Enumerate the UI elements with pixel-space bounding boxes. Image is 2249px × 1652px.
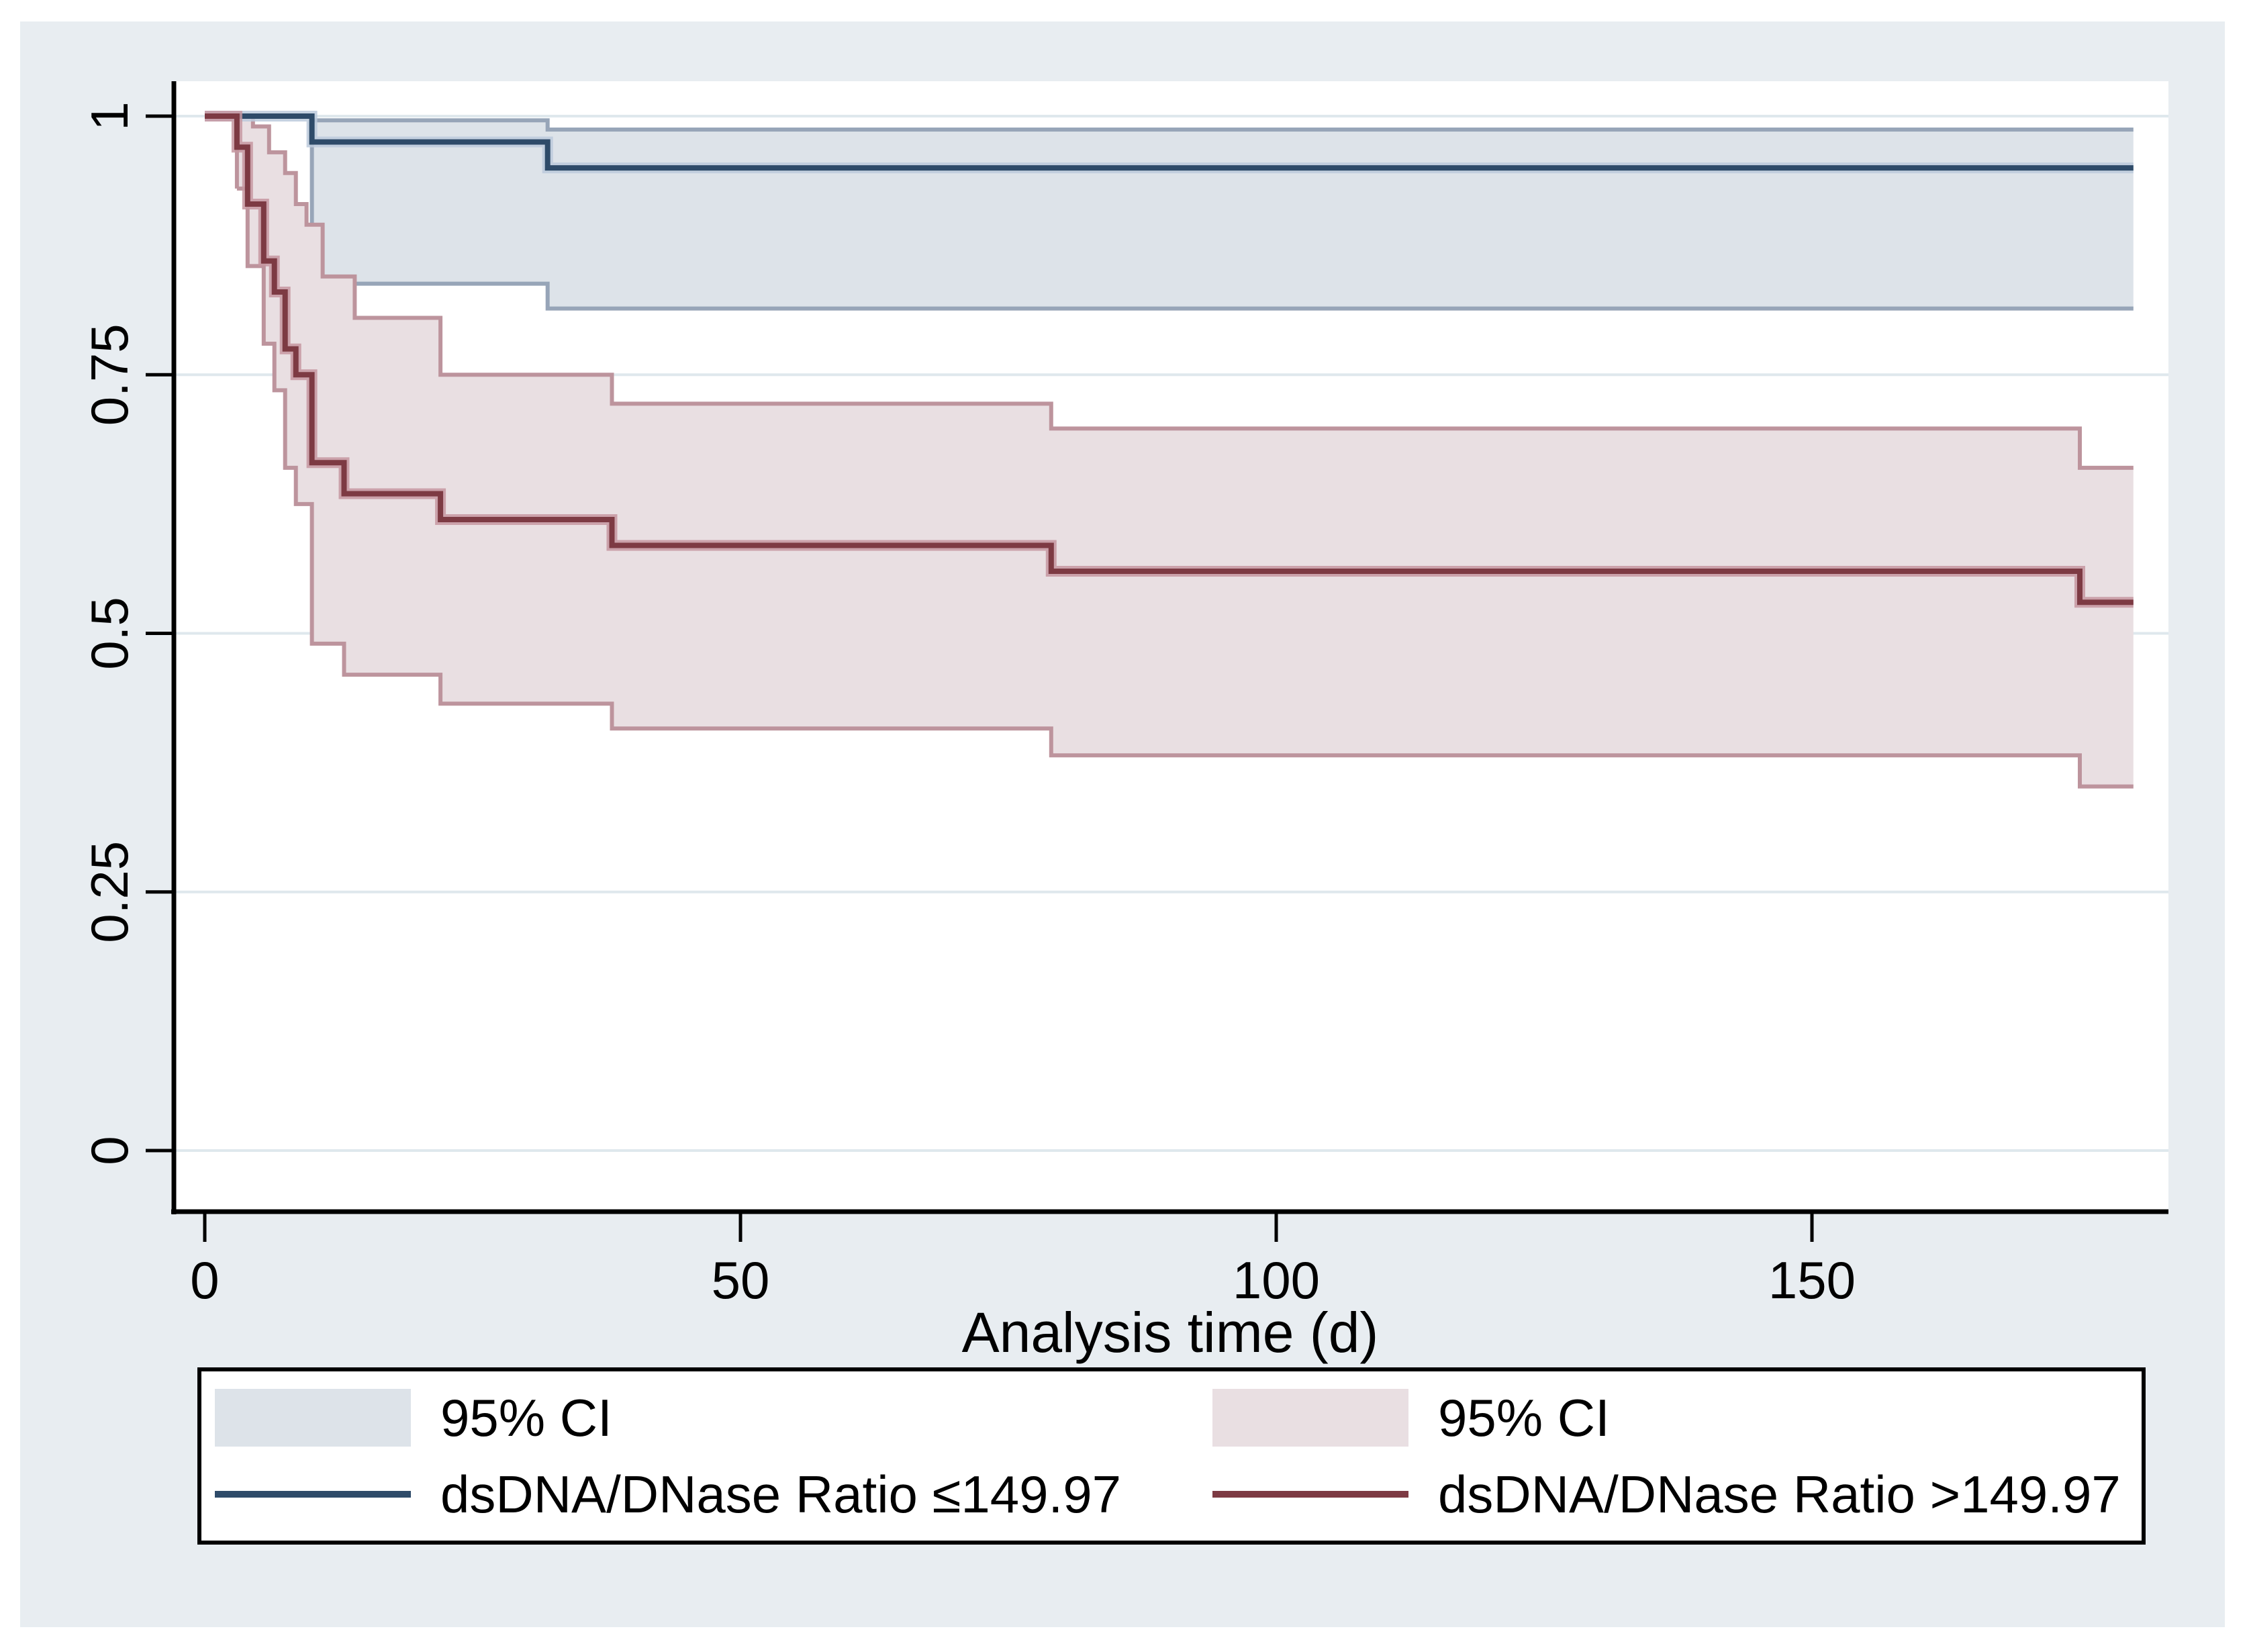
legend-swatch-line-blue-wrap	[215, 1465, 411, 1523]
x-axis-title: Analysis time (d)	[962, 1301, 1379, 1364]
legend-label-ci-blue: 95% CI	[440, 1388, 612, 1447]
y-tick-label-0.25: 0.25	[80, 841, 139, 943]
legend-swatch-line-red-wrap	[1212, 1465, 1408, 1523]
legend-label-group-high: dsDNA/DNase Ratio >149.97	[1438, 1465, 2121, 1524]
legend-label-ci-red: 95% CI	[1438, 1388, 1610, 1447]
ci-lower-edge-low-ratio	[312, 281, 2134, 311]
legend-row-curves: dsDNA/DNase Ratio ≤149.97 dsDNA/DNase Ra…	[215, 1465, 2142, 1524]
ci-band-high-ratio	[236, 116, 2134, 787]
x-tick-label-0: 0	[190, 1251, 219, 1310]
legend-swatch-ci-red	[1212, 1389, 1408, 1447]
legend-swatch-line-blue	[215, 1491, 411, 1498]
ci-band-low-ratio	[312, 120, 2134, 309]
legend-label-group-low: dsDNA/DNase Ratio ≤149.97	[440, 1465, 1121, 1524]
legend-swatch-line-red	[1212, 1491, 1408, 1498]
km-curve-high-ratio	[205, 113, 2134, 605]
km-curve-low-ratio	[205, 113, 2134, 171]
ci-upper-edge-low-ratio	[309, 118, 2134, 284]
y-tick-label-0: 0	[80, 1136, 139, 1165]
x-tick-label-50: 50	[712, 1251, 770, 1310]
ci-upper-edge-high-ratio	[234, 114, 2134, 470]
y-tick-label-1: 1	[80, 101, 139, 130]
y-tick-label-0.75: 0.75	[80, 324, 139, 426]
legend-swatch-ci-blue	[215, 1389, 411, 1447]
y-tick-label-0.5: 0.5	[80, 597, 139, 669]
legend-row-ci: 95% CI 95% CI	[215, 1388, 2142, 1447]
x-tick-label-150: 150	[1768, 1251, 1856, 1310]
x-tick-label-100: 100	[1233, 1251, 1320, 1310]
ci-lower-edge-high-ratio	[236, 186, 2134, 789]
legend: 95% CI 95% CI dsDNA/DNase Ratio ≤149.97 …	[197, 1367, 2146, 1545]
